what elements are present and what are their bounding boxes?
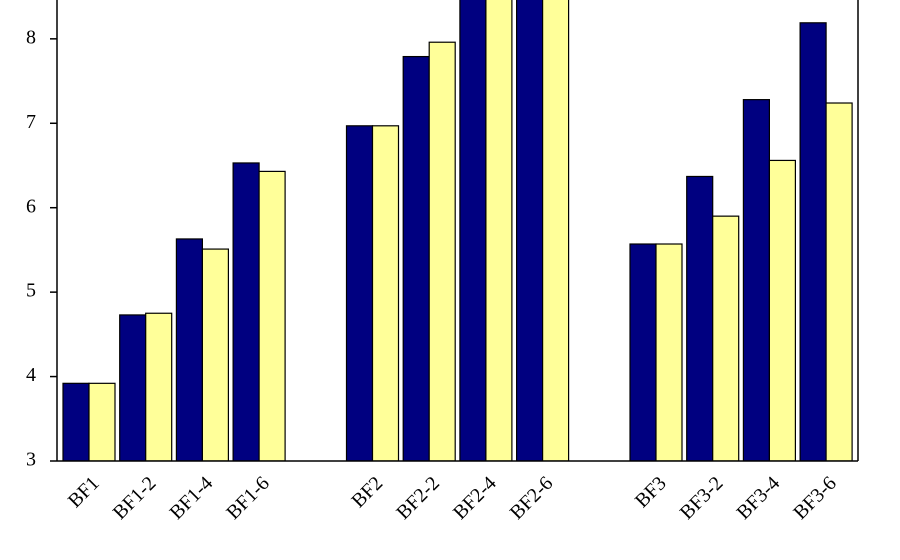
bar [201,248,229,461]
x-tick-label: BF2-2 [392,472,444,524]
bar [62,382,90,461]
bar [655,243,683,461]
bar [345,125,374,461]
bar [119,314,147,461]
bar [515,0,544,461]
bar [402,55,430,461]
bar [768,159,797,461]
y-tick-label: 5 [26,280,36,302]
bar [175,238,203,461]
x-tick-label: BF2-4 [449,472,501,524]
x-tick-label: BF3-6 [789,472,841,524]
bar [825,102,853,461]
x-tick-label: BF1-4 [165,472,217,524]
bar [541,0,570,461]
bar [258,170,286,461]
y-tick-label: 7 [26,111,36,133]
bar [712,215,740,461]
bar [485,0,513,461]
bar [629,243,657,461]
y-tick-label: 3 [26,449,36,471]
bar [799,22,827,461]
x-tick-label: BF2 [347,472,387,512]
bar [742,99,771,461]
bar [145,312,173,461]
x-tick-label: BF1-6 [222,472,274,524]
bar [371,125,400,461]
bar-layer [62,0,853,461]
x-tick-label: BF3-4 [732,472,784,524]
bar [686,175,714,461]
x-tick-label: BF1-2 [109,472,161,524]
y-tick-label: 6 [26,195,36,217]
bar [88,382,116,461]
bar [232,162,260,461]
y-tick-label: 4 [26,364,36,386]
x-tick-label: BF3-2 [676,472,728,524]
y-tick-label: 8 [26,26,36,48]
x-tick-label: BF3 [631,472,671,512]
x-tick-label: BF2-6 [506,472,558,524]
bar [428,41,456,461]
bar [459,0,487,461]
x-tick-label: BF1 [64,472,104,512]
